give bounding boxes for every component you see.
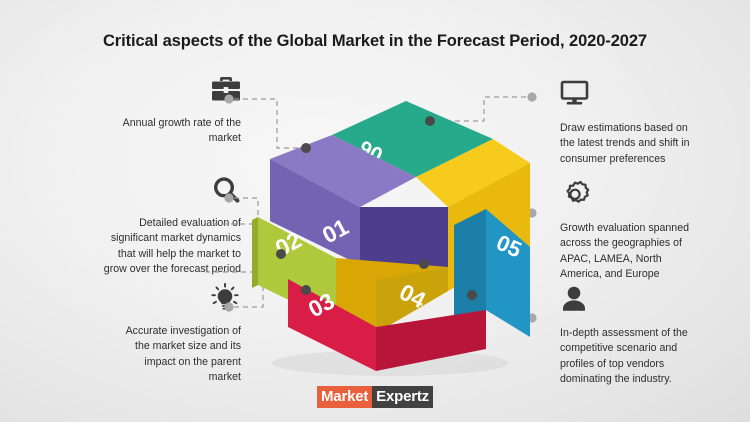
cube-face-04: 04	[336, 258, 448, 333]
feature-item-growth-evaluation: Growth evaluation spanned across the geo…	[560, 180, 735, 283]
cube-face-05: 05	[454, 209, 530, 337]
brand-logo: Market Expertz	[0, 386, 750, 408]
magnifier-icon	[66, 175, 241, 209]
feature-item-text: Accurate investigation of the market siz…	[125, 325, 241, 384]
feature-item-text: Growth evaluation spanned across the geo…	[560, 222, 689, 281]
logo-market-text: Market	[317, 386, 373, 408]
feature-item-text: In-depth assessment of the competitive s…	[560, 327, 688, 386]
feature-item-text: Detailed evaluation of significant marke…	[103, 217, 241, 276]
monitor-icon	[560, 80, 735, 114]
feature-item-accurate-investigation: Accurate investigation of the market siz…	[66, 283, 241, 386]
feature-item-text: Annual growth rate of the market	[122, 117, 241, 145]
cube-anchor-dot-group	[276, 116, 477, 300]
isometric-cube-diagram: 06 01 05 02	[240, 95, 530, 380]
cube-face-yellow-top	[416, 139, 530, 207]
gear-icon	[560, 180, 735, 214]
cube-face-01: 01	[270, 159, 448, 267]
feature-item-draw-estimations: Draw estimations based on the latest tre…	[560, 80, 735, 167]
lightbulb-icon	[66, 283, 241, 317]
cube-face-purple-top	[270, 135, 416, 207]
page-title: Critical aspects of the Global Market in…	[102, 32, 647, 50]
feature-item-annual-growth-rate: Annual growth rate of the market	[66, 75, 241, 147]
feature-item-detailed-evaluation: Detailed evaluation of significant marke…	[66, 175, 241, 278]
feature-item-in-depth-assessment: In-depth assessment of the competitive s…	[560, 285, 735, 388]
briefcase-icon	[66, 75, 241, 109]
person-icon	[560, 285, 735, 319]
logo-expertz-text: Expertz	[372, 386, 433, 408]
feature-item-text: Draw estimations based on the latest tre…	[560, 122, 690, 165]
